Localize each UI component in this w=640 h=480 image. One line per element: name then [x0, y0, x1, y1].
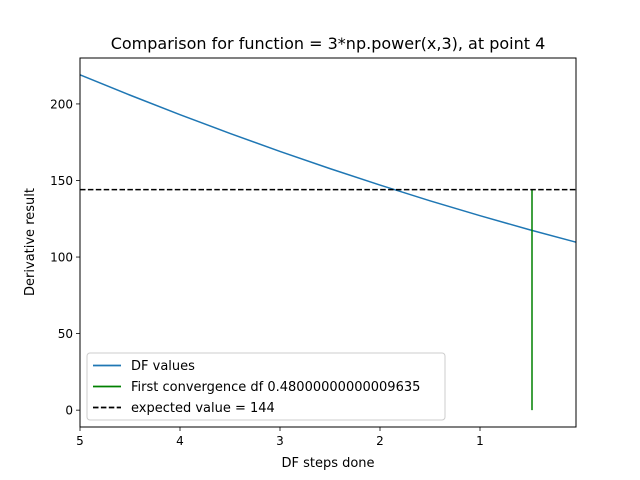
- y-tick-label: 100: [50, 251, 73, 265]
- plot-marks: [79, 74, 577, 411]
- legend-label: DF values: [131, 359, 195, 374]
- x-tick-label: 5: [76, 434, 84, 448]
- legend: DF values First convergence df 0.48000000…: [86, 352, 446, 421]
- x-tick-label: 2: [376, 434, 384, 448]
- y-tick-label: 50: [58, 327, 73, 341]
- series-line-0: [79, 74, 577, 243]
- y-tick-label: 150: [50, 174, 73, 188]
- y-tick-label: 200: [50, 97, 73, 111]
- x-tick-label: 3: [276, 434, 284, 448]
- chart-title: Comparison for function = 3*np.power(x,3…: [111, 34, 546, 53]
- legend-label: First convergence df 0.48000000000009635: [131, 380, 420, 395]
- x-axis-ticks: 5 4 3 2 1: [76, 427, 484, 448]
- x-tick-label: 1: [476, 434, 484, 448]
- x-tick-label: 4: [176, 434, 184, 448]
- y-axis-ticks: 0 50 100 150 200: [50, 97, 80, 418]
- plot-frame: [79, 57, 577, 428]
- legend-box: [86, 352, 446, 421]
- y-tick-label: 0: [65, 404, 73, 418]
- y-axis-label: Derivative result: [23, 188, 38, 296]
- x-axis-label: DF steps done: [281, 456, 374, 471]
- legend-label: expected value = 144: [131, 401, 275, 416]
